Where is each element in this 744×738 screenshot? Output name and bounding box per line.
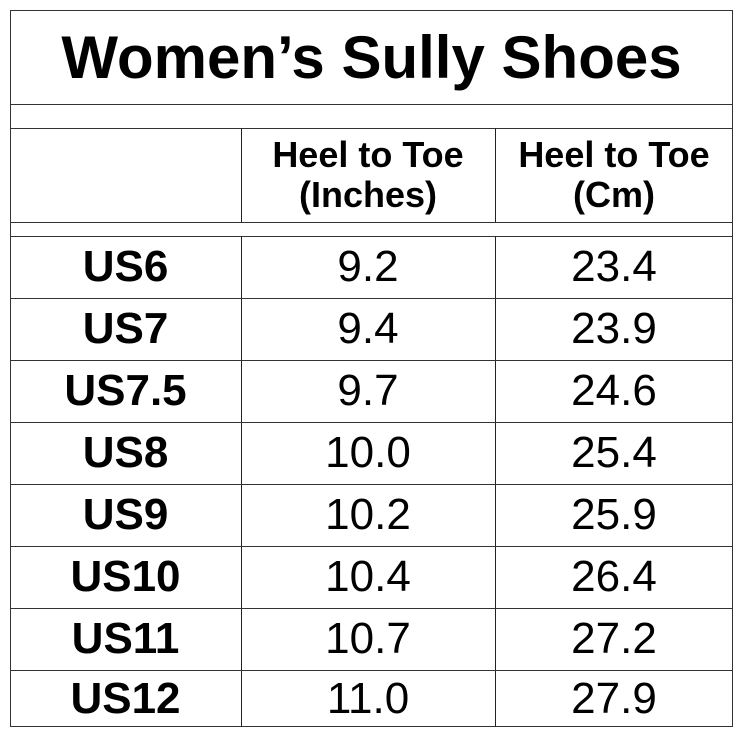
cell-size: US7.5 (64, 366, 187, 415)
cell-cm: 25.4 (571, 428, 657, 477)
divider (10, 104, 733, 105)
cell-inches: 9.7 (337, 366, 399, 415)
cell-inches: 11.0 (326, 673, 410, 723)
header-inches: Heel to Toe (Inches) (241, 128, 495, 222)
cell-size: US7 (82, 304, 169, 353)
row-divider (10, 608, 733, 609)
header-line: (Inches) (298, 174, 437, 215)
row-divider (10, 670, 733, 671)
cell-inches: 9.2 (337, 242, 399, 291)
divider (10, 128, 733, 129)
divider (10, 222, 733, 223)
size-table (10, 10, 733, 727)
divider (10, 236, 733, 237)
header-line: Heel to Toe (272, 134, 464, 175)
cell-inches: 10.4 (325, 552, 411, 601)
cell-inches: 10.0 (325, 428, 411, 477)
cell-inches: 10.2 (325, 490, 411, 539)
header-line: (Cm) (573, 174, 655, 215)
header-line: Heel to Toe (518, 134, 710, 175)
divider (241, 236, 242, 727)
cell-cm: 24.6 (571, 366, 657, 415)
cell-size: US8 (82, 428, 169, 477)
cell-inches: 10.7 (325, 614, 411, 663)
cell-size: US12 (70, 673, 181, 723)
cell-cm: 26.4 (571, 552, 657, 601)
cell-cm: 23.9 (571, 304, 657, 353)
cell-inches: 9.4 (337, 304, 399, 353)
divider (495, 128, 496, 222)
cell-size: US9 (82, 490, 169, 539)
cell-cm: 25.9 (571, 490, 657, 539)
cell-cm: 23.4 (571, 242, 657, 291)
cell-size: US10 (70, 552, 181, 601)
divider (241, 128, 242, 222)
divider (495, 236, 496, 727)
table-title: Women’s Sully Shoes (61, 23, 682, 91)
cell-size: US11 (71, 614, 180, 663)
header-cm: Heel to Toe (Cm) (495, 128, 733, 222)
row-divider (10, 546, 733, 547)
cell-cm: 27.2 (571, 614, 657, 663)
cell-cm: 27.9 (571, 673, 657, 723)
row-divider (10, 422, 733, 423)
row-divider (10, 484, 733, 485)
row-divider (10, 360, 733, 361)
cell-size: US6 (82, 242, 169, 291)
row-divider (10, 298, 733, 299)
